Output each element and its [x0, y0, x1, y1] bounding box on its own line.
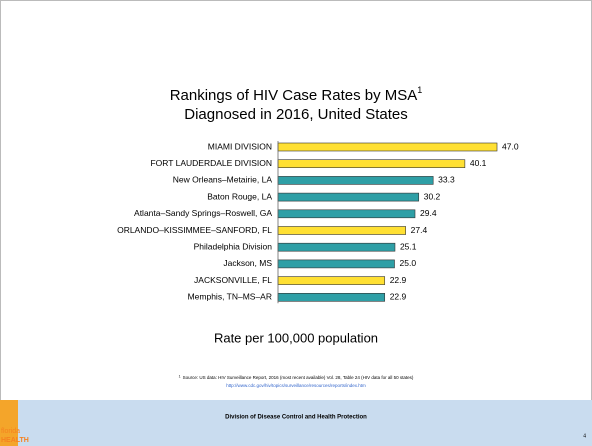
x-axis-label: Rate per 100,000 population — [214, 330, 378, 345]
category-label: JACKSONVILLE, FL — [194, 275, 272, 285]
logo-bottom: HEALTH — [1, 437, 29, 444]
category-label: FORT LAUDERDALE DIVISION — [150, 158, 272, 168]
bar — [277, 209, 416, 219]
logo-top: florida — [1, 428, 20, 435]
value-label: 27.4 — [411, 225, 428, 235]
category-label: New Orleans–Metairie, LA — [173, 175, 273, 185]
chart-subtitle: Diagnosed in 2016, United States — [184, 106, 407, 123]
bar — [277, 159, 466, 168]
logo-sun — [0, 400, 18, 446]
footnote-text: Source: US data: HIV Surveillance Report… — [183, 375, 414, 380]
footer-text: Division of Disease Control and Health P… — [225, 415, 367, 421]
footnote-url[interactable]: http://www.cdc.gov/hiv/topics/surveillan… — [226, 383, 366, 388]
bar — [277, 276, 386, 285]
value-label: 22.9 — [390, 292, 407, 302]
category-label: MIAMI DIVISION — [208, 141, 272, 151]
category-label: Memphis, TN–MS–AR — [188, 292, 272, 302]
footer-band — [0, 400, 592, 446]
category-label: ORLANDO–KISSIMMEE–SANFORD, FL — [117, 225, 272, 235]
title-text: Rankings of HIV Case Rates by MSA — [170, 87, 418, 104]
value-label: 25.0 — [400, 258, 417, 268]
category-label: Atlanta–Sandy Springs–Roswell, GA — [134, 208, 272, 218]
bar — [277, 242, 396, 252]
bar — [277, 292, 386, 302]
chart-title: Rankings of HIV Case Rates by MSA1 — [170, 85, 423, 104]
category-label: Philadelphia Division — [194, 241, 273, 251]
value-label: 30.2 — [424, 191, 441, 201]
value-label: 25.1 — [400, 241, 417, 251]
title-superscript: 1 — [417, 85, 422, 95]
value-label: 40.1 — [470, 158, 487, 168]
bar — [277, 142, 498, 152]
bar — [277, 259, 395, 269]
bar — [277, 192, 420, 202]
value-label: 29.4 — [420, 208, 437, 218]
value-label: 47.0 — [502, 141, 519, 151]
value-label: 22.9 — [390, 275, 407, 285]
footnote: 1 Source: US data: HIV Surveillance Repor… — [179, 374, 414, 380]
footnote-marker: 1 — [179, 374, 181, 378]
category-label: Baton Rouge, LA — [207, 191, 272, 201]
value-label: 33.3 — [438, 175, 455, 185]
bar — [277, 226, 406, 235]
page-number: 4 — [583, 433, 586, 439]
category-label: Jackson, MS — [223, 258, 272, 268]
bar — [277, 176, 434, 185]
